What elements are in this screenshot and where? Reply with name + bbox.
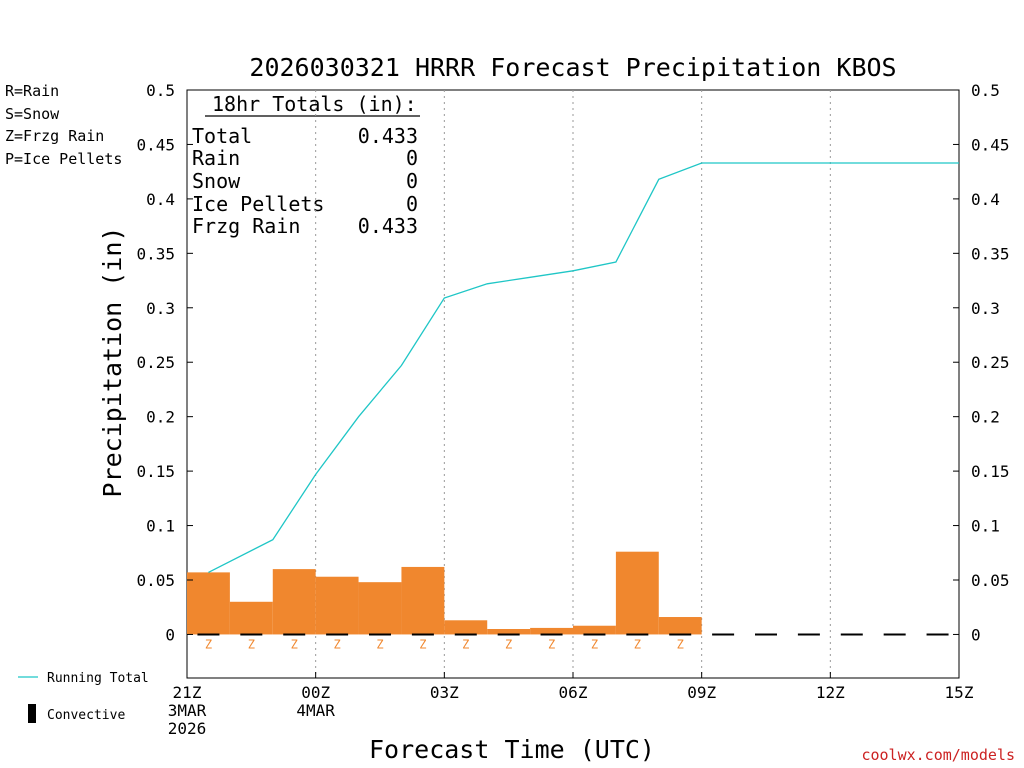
xtick-label-9-0: 06Z bbox=[559, 683, 588, 702]
ytick-label-right-0.2: 0.2 bbox=[971, 408, 1000, 427]
xtick-label-3-0: 00Z bbox=[301, 683, 330, 702]
precip-bar-5 bbox=[358, 582, 402, 635]
ytick-label-right-0.5: 0.5 bbox=[971, 81, 1000, 100]
ytick-label-left-0: 0 bbox=[165, 625, 175, 644]
totals-value-rain: 0 bbox=[406, 146, 418, 170]
running-total-line-group bbox=[208, 162, 959, 573]
ytick-label-left-0.5: 0.5 bbox=[146, 81, 175, 100]
ytick-label-left-0.25: 0.25 bbox=[136, 353, 175, 372]
xtick-label-0-0: 21Z bbox=[173, 683, 202, 702]
xtick-label-0-2: 2026 bbox=[168, 719, 207, 738]
y-axis-ticks: 0.5 0.5 0.45 0.45 0.4 0.4 0.35 0.35 0.3 0.3 0.25 0.… bbox=[136, 81, 1009, 644]
ptype-legend-rain: R=Rain bbox=[5, 82, 59, 100]
precip-bar-2 bbox=[229, 601, 273, 635]
ytick-label-right-0.3: 0.3 bbox=[971, 299, 1000, 318]
xtick-label-0-1: 3MAR bbox=[168, 701, 207, 720]
convective-legend-label: Convective bbox=[47, 708, 125, 723]
ytick-label-right-0.25: 0.25 bbox=[971, 353, 1010, 372]
ytick-label-left-0.35: 0.35 bbox=[136, 244, 175, 263]
ptype-label-3: Z bbox=[291, 637, 298, 651]
precip-bar-8 bbox=[487, 629, 531, 635]
chart-title: 2026030321 HRRR Forecast Precipitation K… bbox=[249, 53, 896, 82]
ytick-label-left-0.4: 0.4 bbox=[146, 190, 175, 209]
ytick-label-left-0.05: 0.05 bbox=[136, 571, 175, 590]
xtick-label-12-0: 09Z bbox=[687, 683, 716, 702]
precip-bar-4 bbox=[315, 576, 359, 635]
running-total-line bbox=[208, 162, 959, 573]
precip-bar-12 bbox=[658, 617, 702, 635]
ytick-label-right-0.4: 0.4 bbox=[971, 190, 1000, 209]
ytick-label-left-0.15: 0.15 bbox=[136, 462, 175, 481]
ptype-label-8: Z bbox=[505, 637, 512, 651]
bars bbox=[187, 551, 702, 635]
totals-heading: 18hr Totals (in): bbox=[212, 92, 417, 116]
ytick-label-right-0.45: 0.45 bbox=[971, 135, 1010, 154]
totals-label-frzg-rain: Frzg Rain bbox=[192, 214, 300, 238]
totals-label-rain: Rain bbox=[192, 146, 240, 170]
totals-value-total: 0.433 bbox=[358, 124, 418, 148]
precip-bar-1 bbox=[187, 572, 230, 635]
ytick-label-right-0.35: 0.35 bbox=[971, 244, 1010, 263]
totals-box: 18hr Totals (in): Total 0.433 Rain 0 Sno… bbox=[192, 92, 420, 238]
precip-bar-9 bbox=[530, 627, 573, 635]
precip-bar-7 bbox=[444, 620, 488, 635]
series-legend: Running Total Convective bbox=[18, 671, 149, 723]
ptype-legend-snow: S=Snow bbox=[5, 105, 60, 123]
totals-label-snow: Snow bbox=[192, 169, 241, 193]
xtick-label-18-0: 15Z bbox=[945, 683, 974, 702]
ptype-label-5: Z bbox=[376, 637, 383, 651]
precip-bar-6 bbox=[401, 566, 445, 635]
totals-value-ice-pellets: 0 bbox=[406, 192, 418, 216]
xtick-label-15-0: 12Z bbox=[816, 683, 845, 702]
ptype-legend-frzg-rain: Z=Frzg Rain bbox=[5, 127, 104, 145]
ptype-label-12: Z bbox=[677, 637, 684, 651]
ptype-label-9: Z bbox=[548, 637, 555, 651]
totals-value-snow: 0 bbox=[406, 169, 418, 193]
ptype-label-2: Z bbox=[248, 637, 255, 651]
ytick-label-left-0.1: 0.1 bbox=[146, 517, 175, 536]
xtick-label-3-1: 4MAR bbox=[296, 701, 335, 720]
ytick-label-right-0.1: 0.1 bbox=[971, 517, 1000, 536]
ptype-label-1: Z bbox=[205, 637, 212, 651]
gridlines bbox=[315, 90, 831, 678]
precip-bar-3 bbox=[272, 569, 316, 635]
running-total-legend-label: Running Total bbox=[47, 671, 149, 686]
xtick-label-6-0: 03Z bbox=[430, 683, 459, 702]
ptype-legend: R=Rain S=Snow Z=Frzg Rain P=Ice Pellets bbox=[5, 82, 122, 168]
ptype-label-10: Z bbox=[591, 637, 598, 651]
ptype-label-4: Z bbox=[333, 637, 340, 651]
ptype-label-7: Z bbox=[462, 637, 469, 651]
ytick-label-left-0.3: 0.3 bbox=[146, 299, 175, 318]
ytick-label-right-0: 0 bbox=[971, 625, 981, 644]
totals-label-total: Total bbox=[192, 124, 252, 148]
x-axis-label: Forecast Time (UTC) bbox=[369, 735, 655, 764]
ytick-label-left-0.2: 0.2 bbox=[146, 408, 175, 427]
precip-bar-10 bbox=[573, 625, 616, 635]
ytick-label-right-0.15: 0.15 bbox=[971, 462, 1010, 481]
ptype-label-11: Z bbox=[634, 637, 641, 651]
totals-label-ice-pellets: Ice Pellets bbox=[192, 192, 324, 216]
ptype-label-6: Z bbox=[419, 637, 426, 651]
y-axis-label: Precipitation (in) bbox=[98, 227, 127, 498]
ptype-legend-ice-pellets: P=Ice Pellets bbox=[5, 150, 122, 168]
ytick-label-left-0.45: 0.45 bbox=[136, 135, 175, 154]
convective-legend-swatch bbox=[28, 704, 36, 723]
watermark: coolwx.com/models bbox=[861, 746, 1015, 764]
precip-bar-11 bbox=[615, 551, 659, 635]
totals-value-frzg-rain: 0.433 bbox=[358, 214, 418, 238]
ytick-label-right-0.05: 0.05 bbox=[971, 571, 1010, 590]
